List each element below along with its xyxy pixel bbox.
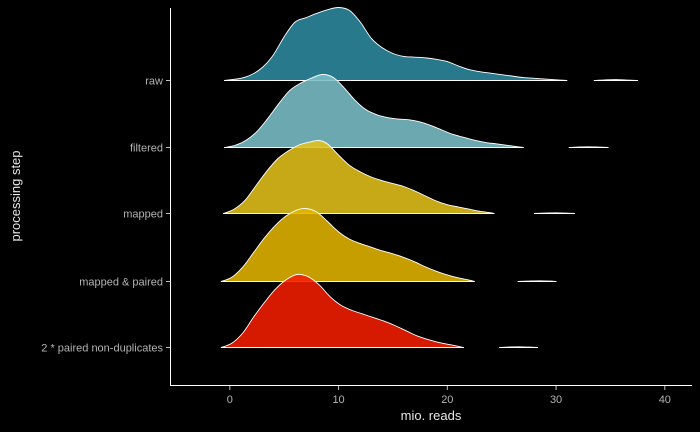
y-tick-label-2-paired-non-duplicates: 2 * paired non-duplicates bbox=[41, 343, 163, 355]
x-tick-label-10: 10 bbox=[332, 394, 344, 406]
ridges-layer bbox=[220, 7, 639, 348]
x-tick-label-30: 30 bbox=[550, 394, 562, 406]
ridge-mapped-paired bbox=[220, 207, 557, 282]
x-tick-label-20: 20 bbox=[441, 394, 453, 406]
ridge-density-raw bbox=[223, 7, 568, 81]
ridge-density-mapped-paired bbox=[220, 207, 475, 282]
ridge-density-mapped bbox=[222, 139, 495, 214]
ridge-2-paired-non-duplicates bbox=[220, 273, 539, 348]
x-tick-label-0: 0 bbox=[227, 394, 233, 406]
y-tick-label-mapped: mapped bbox=[123, 209, 163, 221]
y-tick-label-mapped-paired: mapped & paired bbox=[79, 277, 163, 289]
ridge-raw bbox=[223, 7, 639, 81]
y-ticks: raw filtered mapped mapped & paired 2 * pair… bbox=[41, 76, 170, 355]
x-axis-title: mio. reads bbox=[401, 408, 462, 423]
axes-layer bbox=[170, 8, 692, 386]
ridge-mapped bbox=[222, 139, 575, 214]
ridge-density-2-paired-non-duplicates bbox=[220, 273, 465, 348]
x-ticks: 0 10 20 30 40 bbox=[227, 386, 671, 406]
ridge-filtered bbox=[223, 74, 609, 148]
y-tick-label-raw: raw bbox=[145, 76, 163, 88]
ridge-density-filtered bbox=[223, 74, 524, 148]
y-axis-title: processing step bbox=[8, 150, 23, 241]
y-tick-label-filtered: filtered bbox=[130, 143, 163, 155]
x-tick-label-40: 40 bbox=[659, 394, 671, 406]
